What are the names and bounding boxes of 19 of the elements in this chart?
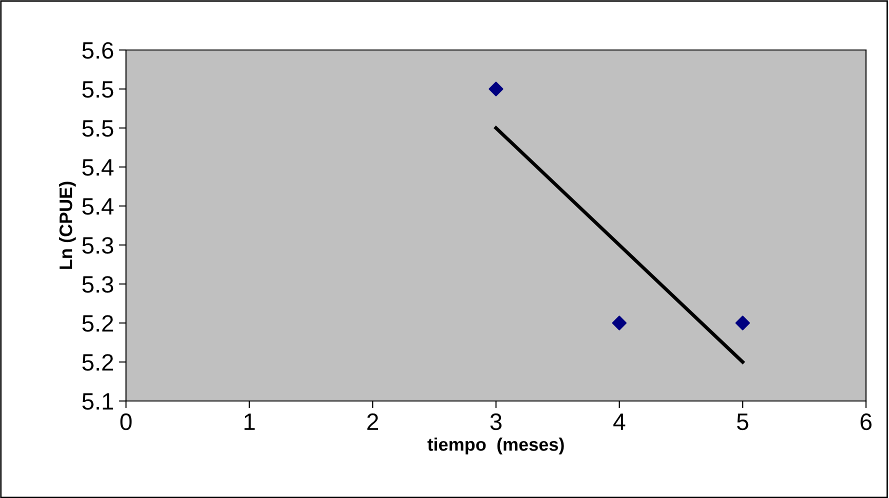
x-tick-label: 4: [613, 414, 626, 430]
y-tick-label: 5.3: [82, 237, 114, 254]
y-tick-label: 5.3: [82, 276, 114, 293]
y-tick-label: 5.5: [82, 120, 114, 137]
y-tick-label: 5.4: [82, 159, 114, 176]
y-axis-title: Ln (CPUE): [58, 182, 76, 269]
x-tick-label: 3: [490, 413, 502, 430]
x-tick-label: 0: [120, 413, 132, 430]
x-tick-label: 5: [737, 414, 748, 430]
x-tick-label: 1: [244, 414, 255, 430]
y-tick-label: 5.5: [82, 81, 114, 98]
y-tick-label: 5.2: [82, 354, 114, 371]
y-tick-label: 5.1: [82, 393, 114, 410]
x-tick-label: 2: [367, 413, 378, 430]
x-axis-title: tiempo (meses): [427, 438, 564, 454]
y-tick-label: 5.6: [82, 42, 114, 59]
x-tick-label: 6: [860, 413, 872, 430]
y-tick-label: 5.2: [82, 315, 114, 332]
y-tick-label: 5.4: [82, 198, 114, 215]
